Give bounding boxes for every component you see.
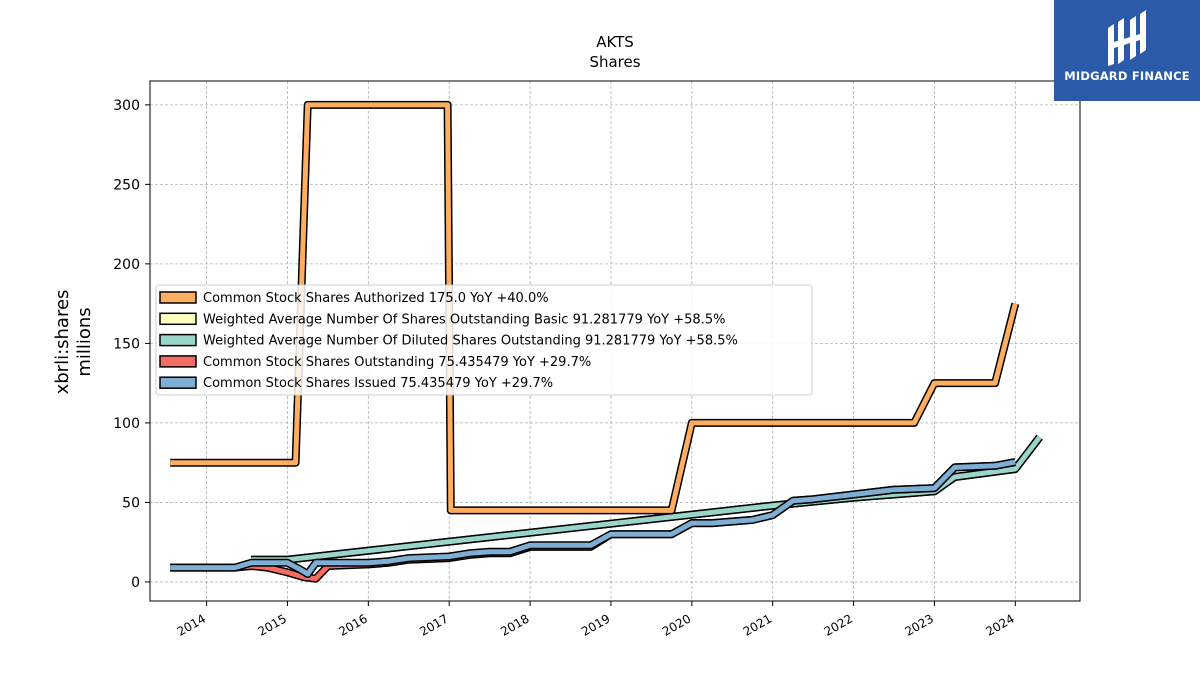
- y-tick-label: 0: [131, 575, 140, 591]
- y-axis: 0 50 100 150 200 250 300: [113, 98, 150, 591]
- series-line-fill: [251, 435, 1042, 563]
- y-tick-label: 150: [113, 336, 140, 352]
- midgard-finance-logo: MIDGARD FINANCE: [1054, 0, 1200, 101]
- y-tick-label: 100: [113, 416, 140, 432]
- y-axis-label: xbrli:shares: [52, 290, 73, 395]
- legend-swatch: [159, 312, 197, 326]
- y-tick-label: 50: [122, 495, 140, 511]
- x-tick-label: 2018: [498, 611, 531, 638]
- series-line-outline: [251, 434, 1043, 564]
- legend-label: Weighted Average Number Of Shares Outsta…: [203, 312, 725, 327]
- legend-swatch: [159, 355, 197, 368]
- midgard-logo-icon: [1108, 10, 1146, 66]
- x-tick-label: 2021: [741, 611, 774, 638]
- series-line-fill: [251, 435, 1042, 563]
- legend-label: Weighted Average Number Of Diluted Share…: [203, 334, 738, 349]
- legend-swatch: [159, 376, 197, 389]
- y-tick-label: 300: [113, 98, 140, 114]
- x-tick-label: 2024: [983, 611, 1016, 638]
- series-line: [251, 434, 1043, 564]
- logo-text: MIDGARD FINANCE: [1064, 69, 1190, 83]
- legend: Common Stock Shares Authorized 175.0 YoY…: [155, 284, 813, 396]
- series-line: [251, 434, 1043, 564]
- legend-swatch: [159, 333, 197, 347]
- series-line-fill: [170, 102, 1018, 513]
- legend-label: Common Stock Shares Authorized 175.0 YoY…: [203, 291, 549, 306]
- series-line: [170, 458, 1017, 578]
- x-tick-label: 2016: [336, 611, 369, 638]
- x-tick-label: 2020: [660, 611, 693, 638]
- y-tick-label: 250: [113, 177, 140, 193]
- plot-frame: [149, 80, 1081, 602]
- series-group: [170, 100, 1043, 583]
- series-line: [170, 100, 1020, 515]
- x-tick-label: 2022: [822, 611, 855, 638]
- y-axis-label-units: millions: [74, 307, 95, 376]
- x-tick-label: 2019: [579, 611, 612, 638]
- chart-title: AKTS: [596, 33, 634, 51]
- series-line-fill: [170, 459, 1016, 577]
- legend-label: Common Stock Shares Outstanding 75.43547…: [203, 355, 591, 370]
- legend-box: [155, 284, 813, 396]
- x-axis: 2014 2015 2016 2017 2018 2019 2020 2021 2022 2023…: [175, 601, 1017, 639]
- x-tick-label: 2014: [175, 611, 208, 638]
- legend-label: Common Stock Shares Issued 75.435479 YoY…: [203, 376, 553, 391]
- chart-subtitle: Shares: [589, 53, 640, 71]
- x-tick-label: 2015: [256, 611, 289, 638]
- y-tick-label: 200: [113, 257, 140, 273]
- series-line-outline: [251, 434, 1043, 564]
- x-tick-label: 2017: [417, 611, 450, 638]
- legend-swatch: [159, 291, 197, 304]
- x-tick-label: 2023: [902, 611, 935, 638]
